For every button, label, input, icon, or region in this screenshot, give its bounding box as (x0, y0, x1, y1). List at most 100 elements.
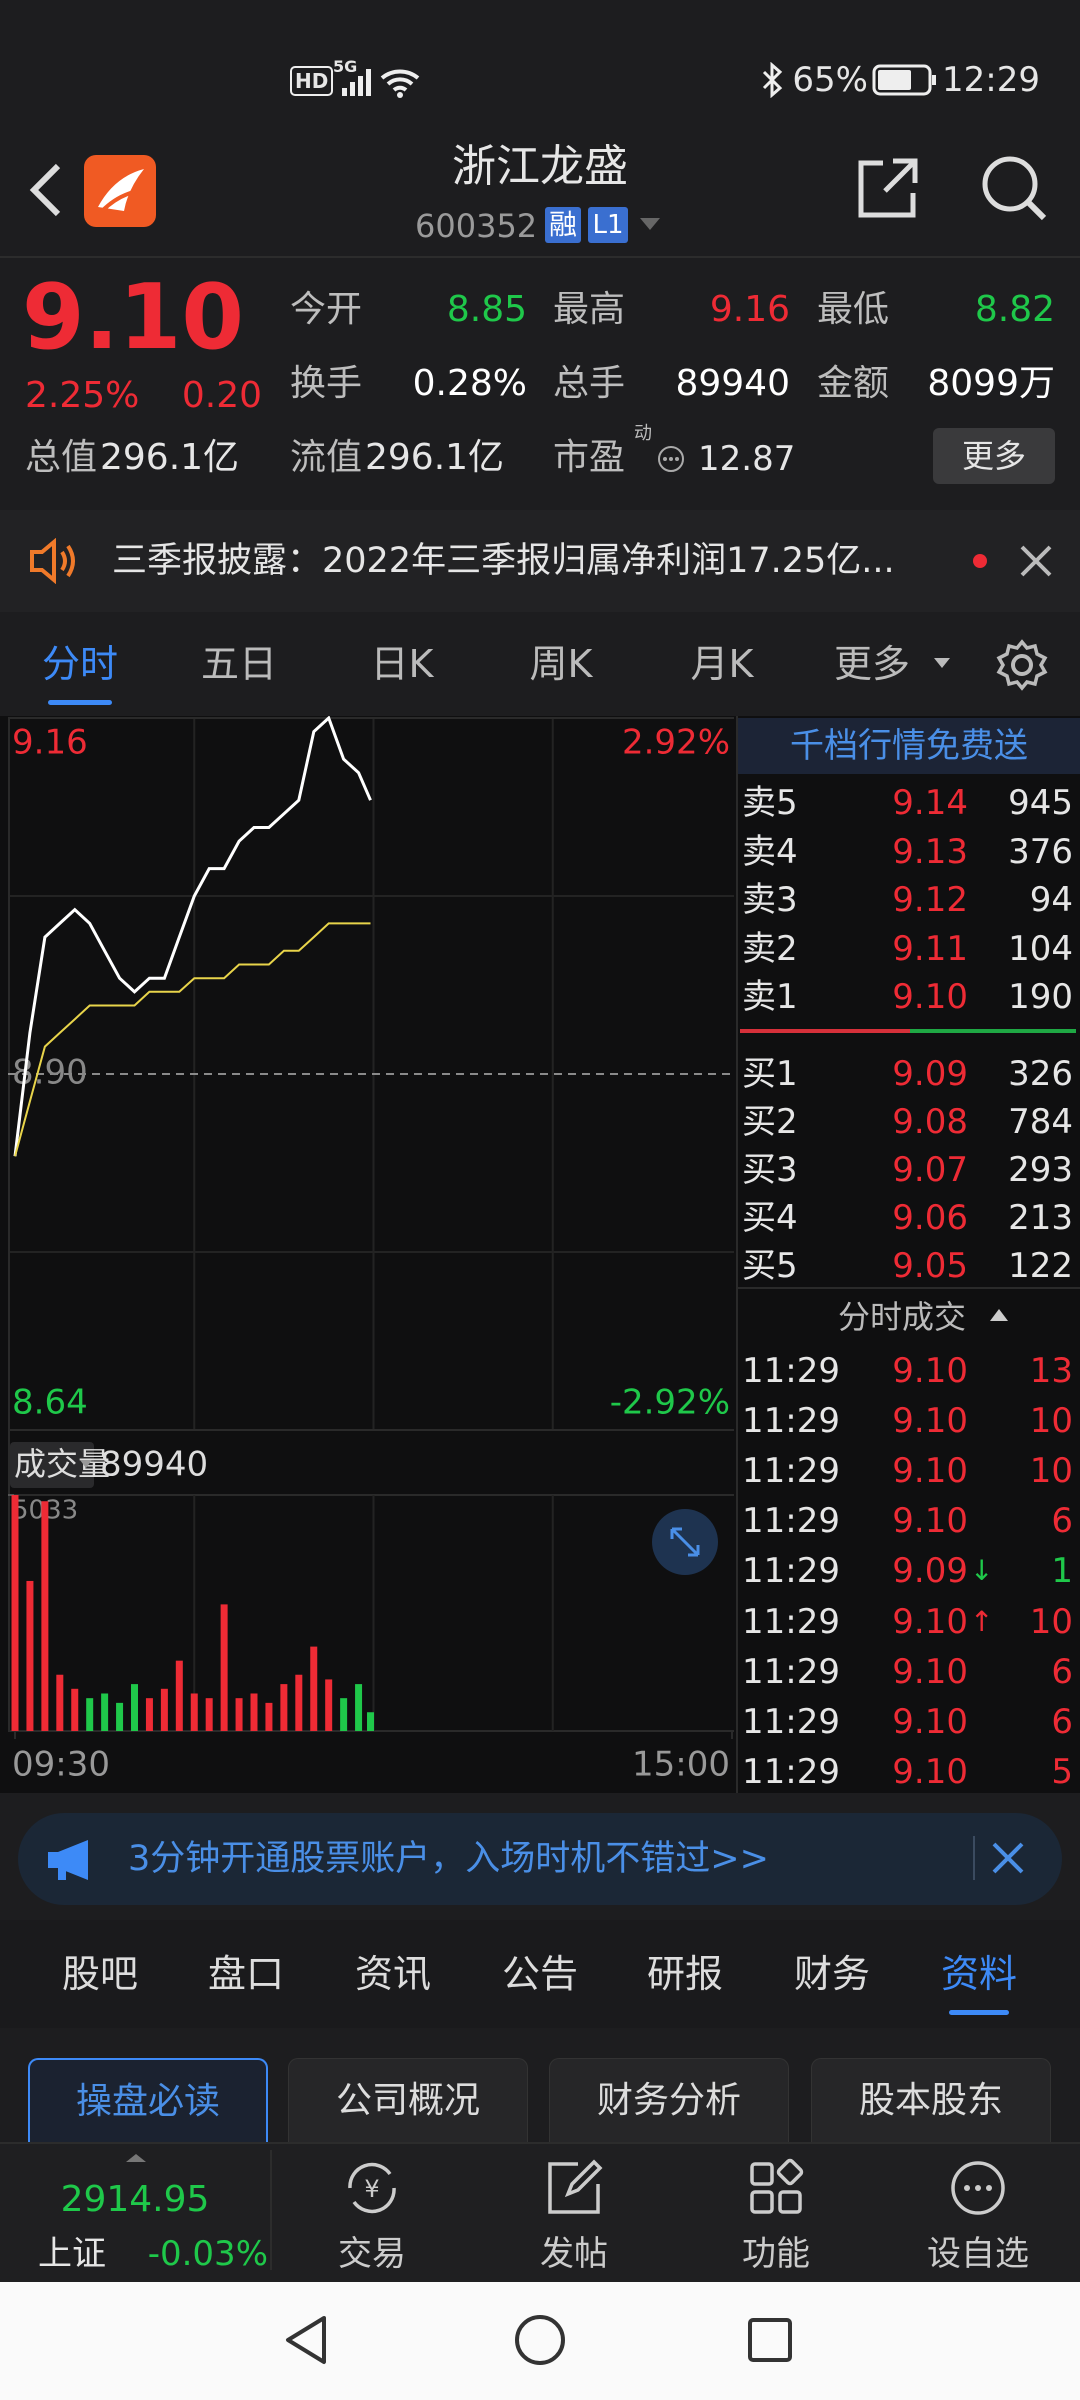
intraday-chart[interactable]: 9.168.908.642.92%-2.92%09:30 15:00成交量8994… (0, 716, 734, 1793)
post-icon-part[interactable] (548, 2162, 600, 2214)
chart-tab[interactable]: 分时 (41, 642, 118, 686)
chart-tab[interactable]: 月K (690, 642, 754, 686)
function-icon-part[interactable] (750, 2162, 774, 2186)
book-label: 卖5 (742, 783, 798, 823)
pe-info-icon-part[interactable] (669, 457, 673, 461)
function-icon-part[interactable] (750, 2190, 774, 2214)
trade-icon[interactable]: ¥ (340, 2158, 404, 2218)
promo-text[interactable]: 3分钟开通股票账户，入场时机不错过>> (128, 1839, 769, 1879)
index-value[interactable]: 2914.95 (60, 2179, 210, 2220)
function-icon[interactable] (746, 2158, 806, 2218)
trades-sort[interactable] (988, 1305, 1010, 1323)
nav-back-part[interactable] (286, 2316, 326, 2364)
index-change[interactable]: -0.03% (147, 2234, 268, 2274)
level-badge: L1 (588, 207, 628, 243)
settings-button-part[interactable] (996, 639, 1048, 691)
function-icon-part[interactable] (778, 2190, 802, 2214)
back-button[interactable] (26, 160, 66, 220)
search-button-part[interactable] (982, 156, 1038, 212)
watchlist-icon[interactable] (948, 2158, 1008, 2218)
pe-info-icon-part[interactable] (675, 457, 679, 461)
section-tab[interactable]: 盘口 (207, 1952, 284, 1996)
trade-icon-part[interactable] (348, 2162, 396, 2214)
section-tab[interactable]: 财务 (793, 1952, 870, 1996)
sub-tab[interactable]: 财务分析 (549, 2058, 789, 2154)
section-tab[interactable]: 股吧 (61, 1952, 138, 1996)
trade-icon-part[interactable]: ¥ (364, 2175, 379, 2203)
nav-home[interactable] (512, 2312, 568, 2368)
divider (0, 256, 1080, 258)
stat-value: 89940 (675, 363, 790, 404)
search-button[interactable] (978, 152, 1050, 224)
close-news-part[interactable] (1020, 545, 1052, 577)
nav-home-part[interactable] (515, 2315, 565, 2365)
y2-tick-label: -2.92% (610, 1383, 730, 1423)
trades-sort-part[interactable] (990, 1309, 1008, 1321)
back-button-part[interactable] (29, 163, 61, 217)
pe-info-icon-part[interactable] (658, 446, 684, 472)
share-button[interactable] (855, 155, 921, 221)
section-tab[interactable]: 公告 (501, 1952, 578, 1996)
settings-button[interactable] (995, 638, 1049, 692)
order-book-title[interactable]: 千档行情免费送 (738, 718, 1080, 774)
volume-bar (71, 1688, 79, 1731)
section-tab[interactable]: 资料 (940, 1952, 1017, 1996)
search-button-part[interactable] (1025, 199, 1047, 221)
sub-tab[interactable]: 股本股东 (811, 2058, 1051, 2154)
nav-recents[interactable] (742, 2312, 798, 2368)
post-icon-part[interactable] (564, 2159, 603, 2198)
book-label: 买1 (742, 1054, 798, 1094)
watchlist-icon-part[interactable] (975, 2185, 981, 2191)
y-tick-label: 8.64 (12, 1383, 88, 1423)
pe-tag: 动 (634, 423, 652, 444)
share-button-part[interactable] (883, 158, 918, 193)
more-dropdown-part[interactable] (934, 658, 950, 668)
close-news[interactable] (1018, 543, 1054, 579)
close-promo-part[interactable] (992, 1842, 1024, 1874)
watchlist-icon-part[interactable] (964, 2185, 970, 2191)
x-tick-label: 15:00 (632, 1745, 730, 1785)
trade-time: 11:29 (742, 1551, 840, 1592)
chart-tab[interactable]: 更多 (833, 642, 910, 686)
nav-label[interactable]: 功能 (742, 2234, 810, 2274)
sub-tab[interactable]: 操盘必读 (28, 2058, 268, 2154)
function-icon-part[interactable] (776, 2158, 804, 2186)
volume-bar (340, 1698, 348, 1731)
watchlist-icon-part[interactable] (986, 2185, 992, 2191)
code-dropdown-part[interactable] (640, 218, 660, 230)
book-volume: 94 (1029, 880, 1073, 920)
sub-tab[interactable]: 公司概况 (288, 2058, 528, 2154)
index-expand[interactable] (124, 2152, 148, 2164)
code-dropdown[interactable] (638, 216, 662, 234)
trades-title[interactable]: 分时成交 (838, 1298, 967, 1336)
nav-label[interactable]: 设自选 (927, 2234, 1029, 2274)
nav-label[interactable]: 交易 (338, 2234, 406, 2274)
change-amount: 0.20 (181, 375, 262, 416)
more-dropdown[interactable] (932, 656, 952, 670)
news-bar[interactable] (0, 510, 1080, 612)
trade-volume: 6 (1051, 1651, 1073, 1692)
chart-tab[interactable]: 五日 (200, 642, 277, 686)
nav-recents-part[interactable] (748, 2318, 792, 2362)
pe-info-icon[interactable] (656, 444, 686, 474)
chart-tab[interactable]: 周K (529, 642, 593, 686)
more-button[interactable]: 更多 (933, 428, 1055, 484)
book-price: 9.07 (892, 1150, 968, 1190)
section-tab[interactable]: 资讯 (354, 1952, 431, 1996)
index-name[interactable]: 上证 (38, 2234, 106, 2274)
promo-banner[interactable] (18, 1813, 1062, 1905)
nav-label[interactable]: 发帖 (540, 2234, 608, 2274)
share-button-part[interactable] (858, 160, 916, 218)
news-text[interactable]: 三季报披露：2022年三季报归属净利润17.25亿... (112, 541, 895, 581)
settings-button-part[interactable] (1011, 654, 1033, 676)
stat-label: 最高 (553, 289, 626, 330)
chart-tab[interactable]: 日K (370, 642, 434, 686)
close-promo[interactable] (990, 1840, 1026, 1876)
book-volume: 122 (1008, 1246, 1073, 1286)
watchlist-icon-part[interactable] (951, 2161, 1005, 2215)
post-icon[interactable] (544, 2158, 604, 2218)
pe-info-icon-part[interactable] (663, 457, 667, 461)
nav-back[interactable] (280, 2312, 336, 2368)
index-expand-part[interactable] (126, 2154, 146, 2162)
section-tab[interactable]: 研报 (646, 1952, 723, 1996)
